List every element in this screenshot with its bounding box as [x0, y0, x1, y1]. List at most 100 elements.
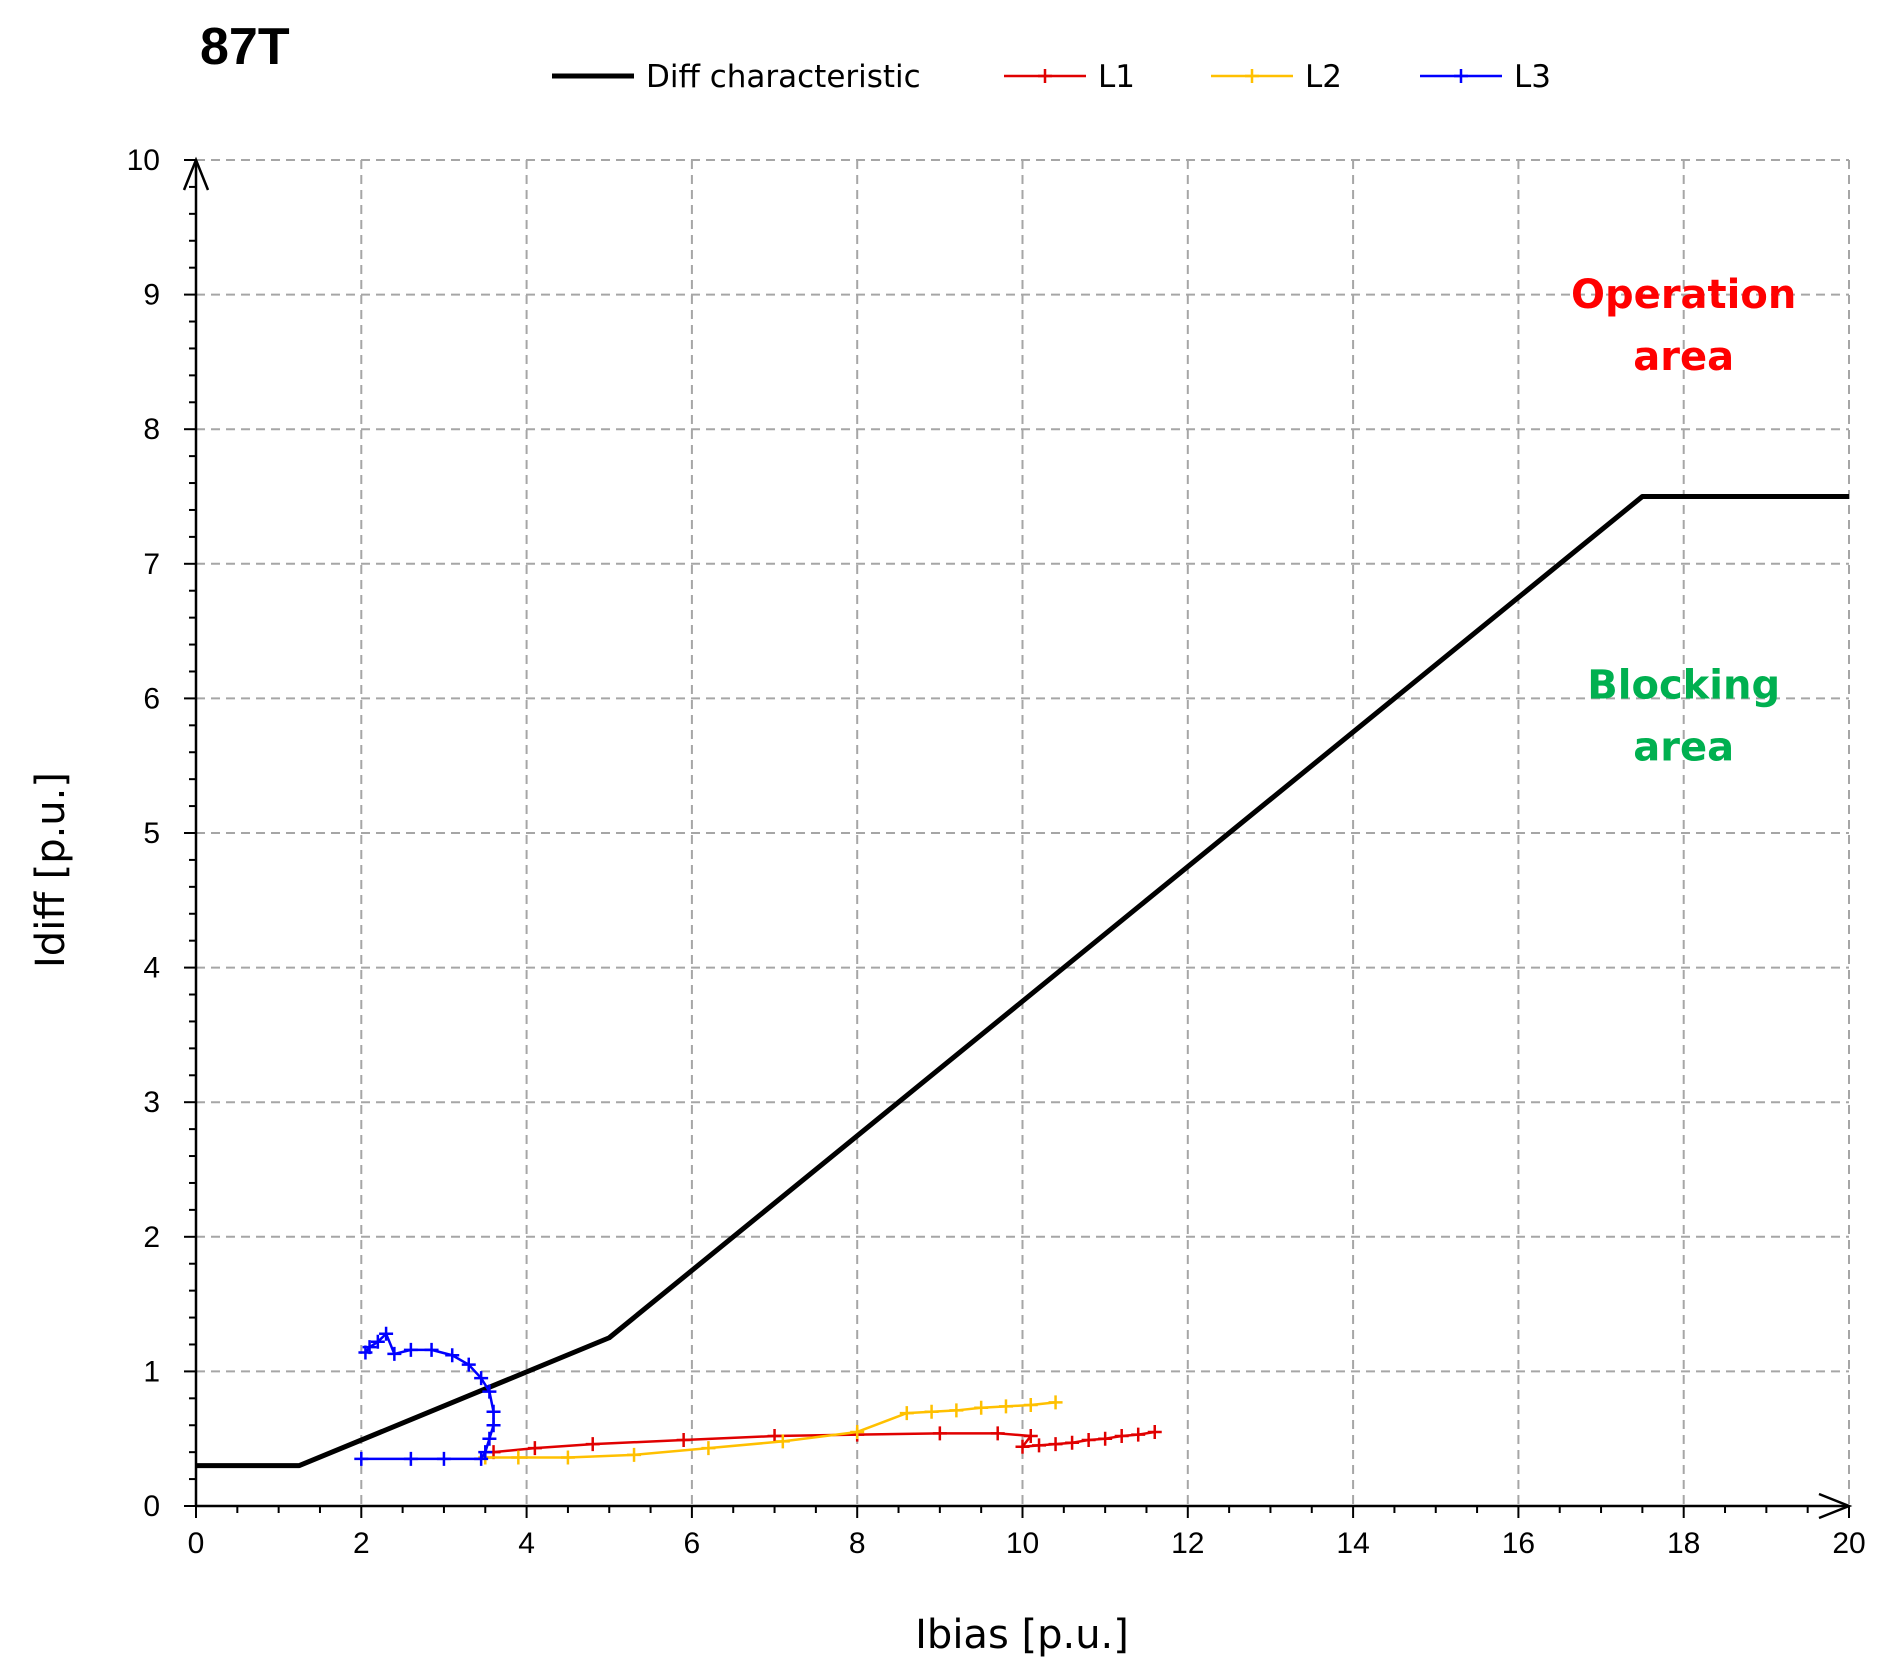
- legend-label: L1: [1098, 59, 1135, 95]
- annotation-line: area: [1633, 724, 1734, 770]
- data-point-marker: [1015, 1439, 1030, 1454]
- y-tick-label-8: 8: [143, 413, 160, 446]
- series-l2: [478, 1395, 1063, 1465]
- data-point-marker: [379, 1326, 394, 1341]
- legend-label: L3: [1514, 59, 1551, 95]
- x-tick-label-0: 0: [188, 1527, 205, 1560]
- series-l3: [354, 1326, 501, 1466]
- x-tick-label-2: 2: [353, 1527, 370, 1560]
- y-tick-label-7: 7: [143, 548, 160, 581]
- y-tick-label-9: 9: [143, 279, 160, 312]
- data-point-marker: [767, 1429, 782, 1444]
- data-point-marker: [585, 1437, 600, 1452]
- data-point-marker: [676, 1433, 691, 1448]
- annotation-line: Blocking: [1587, 662, 1780, 708]
- y-tick-label-10: 10: [127, 144, 160, 177]
- x-tick-label-20: 20: [1832, 1527, 1865, 1560]
- x-tick-label-4: 4: [518, 1527, 535, 1560]
- data-point-marker: [527, 1441, 542, 1456]
- data-point-marker: [775, 1434, 790, 1449]
- series-group: [196, 494, 1849, 1469]
- data-point-marker: [850, 1424, 865, 1439]
- y-tick-label-5: 5: [143, 817, 160, 850]
- legend-item-l3: L3: [1420, 59, 1551, 95]
- x-axis-title: Ibias [p.u.]: [915, 1612, 1129, 1658]
- data-point-marker: [1032, 1438, 1047, 1453]
- data-point-marker: [403, 1451, 418, 1466]
- data-point-marker: [1048, 1437, 1063, 1452]
- data-point-marker: [627, 1447, 642, 1462]
- data-point-marker: [560, 1450, 575, 1465]
- data-point-marker: [1048, 1395, 1063, 1410]
- data-point-marker: [1081, 1433, 1096, 1448]
- series-line: [485, 1401, 1056, 1459]
- x-tick-label-10: 10: [1006, 1527, 1039, 1560]
- legend-item-l1: L1: [1004, 59, 1135, 95]
- data-point-marker: [445, 1348, 460, 1363]
- data-point-marker: [482, 1431, 497, 1446]
- x-tick-label-6: 6: [684, 1527, 701, 1560]
- data-point-marker: [486, 1404, 501, 1419]
- y-tick-label-1: 1: [143, 1355, 160, 1388]
- data-point-marker: [701, 1441, 716, 1456]
- data-point-marker: [1065, 1435, 1080, 1450]
- x-tick-label-16: 16: [1502, 1527, 1535, 1560]
- x-tick-label-18: 18: [1667, 1527, 1700, 1560]
- data-point-marker: [511, 1450, 526, 1465]
- data-point-marker: [436, 1451, 451, 1466]
- axes: [182, 156, 1853, 1520]
- chart-title: 87T: [200, 18, 290, 76]
- x-tick-labels: 0 2 4 6 8 10 12 14 16 18 20: [188, 1527, 1866, 1560]
- y-tick-label-4: 4: [143, 952, 160, 985]
- series-line: [196, 494, 1849, 1469]
- data-point-marker: [1098, 1431, 1113, 1446]
- legend: Diff characteristic L1 L2 L3: [552, 59, 1551, 95]
- data-point-marker: [478, 1445, 493, 1460]
- annotation-line: area: [1633, 334, 1734, 380]
- data-point-marker: [474, 1371, 489, 1386]
- legend-marker: [1454, 69, 1468, 83]
- legend-label: L2: [1305, 59, 1342, 95]
- series-diff-characteristic: [196, 494, 1849, 1469]
- x-tick-label-8: 8: [849, 1527, 866, 1560]
- data-point-marker: [486, 1418, 501, 1433]
- data-point-marker: [354, 1451, 369, 1466]
- data-point-marker: [482, 1384, 497, 1399]
- y-tick-label-0: 0: [143, 1490, 160, 1523]
- legend-marker: [1245, 69, 1259, 83]
- data-point-marker: [370, 1334, 385, 1349]
- data-point-marker: [1023, 1429, 1038, 1444]
- y-tick-label-2: 2: [143, 1221, 160, 1254]
- data-point-marker: [998, 1399, 1013, 1414]
- data-point-marker: [899, 1406, 914, 1421]
- grid: [196, 159, 1850, 1506]
- data-point-marker: [387, 1346, 402, 1361]
- data-point-marker: [924, 1404, 939, 1419]
- legend-item-diff-characteristic: Diff characteristic: [552, 59, 921, 95]
- data-point-marker: [1147, 1424, 1162, 1439]
- x-tick-label-14: 14: [1336, 1527, 1369, 1560]
- annotation-line: Operation: [1571, 272, 1796, 318]
- annotations: Operation area Blocking area: [1571, 272, 1796, 770]
- data-point-marker: [932, 1426, 947, 1441]
- annotation-operation-area: Operation area: [1571, 272, 1796, 380]
- data-point-marker: [1023, 1398, 1038, 1413]
- data-point-marker: [1131, 1427, 1146, 1442]
- legend-item-l2: L2: [1211, 59, 1342, 95]
- data-point-marker: [974, 1400, 989, 1415]
- annotation-blocking-area: Blocking area: [1587, 662, 1780, 770]
- series-l1: [486, 1424, 1162, 1460]
- x-tick-label-12: 12: [1171, 1527, 1204, 1560]
- data-point-marker: [461, 1357, 476, 1372]
- data-point-marker: [990, 1426, 1005, 1441]
- y-tick-label-3: 3: [143, 1086, 160, 1119]
- legend-label: Diff characteristic: [646, 59, 921, 95]
- data-point-marker: [358, 1345, 373, 1360]
- y-tick-labels: 0 1 2 3 4 5 6 7 8 9 10: [127, 144, 160, 1523]
- data-point-marker: [424, 1342, 439, 1357]
- data-point-marker: [1114, 1429, 1129, 1444]
- y-tick-label-6: 6: [143, 682, 160, 715]
- data-point-marker: [949, 1403, 964, 1418]
- legend-marker: [1038, 69, 1052, 83]
